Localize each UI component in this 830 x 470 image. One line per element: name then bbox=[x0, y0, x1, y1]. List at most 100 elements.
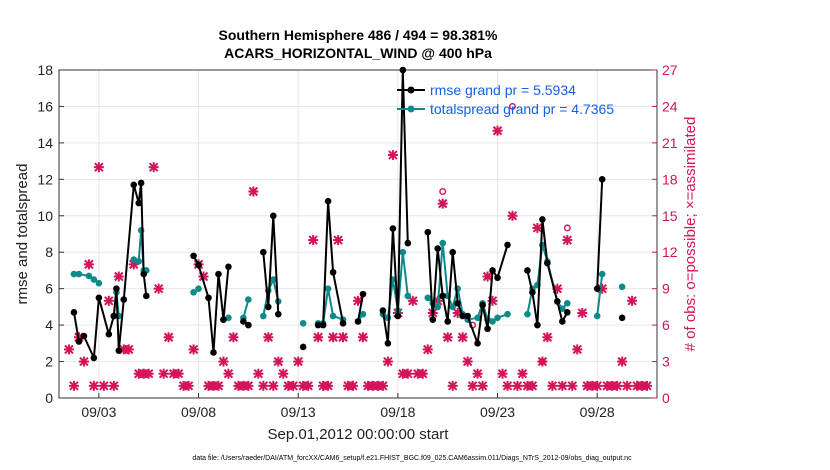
left-tick-label: 2 bbox=[45, 354, 53, 370]
rmse-point bbox=[245, 321, 252, 329]
rmse-point bbox=[464, 312, 471, 320]
totalspread-point bbox=[299, 319, 307, 327]
left-tick-label: 18 bbox=[37, 62, 53, 78]
rmse-point bbox=[439, 292, 447, 300]
x-axis: 09/03 09/08 09/13 09/18 09/23 09/28 bbox=[81, 393, 615, 420]
totalspread-point bbox=[324, 285, 332, 292]
left-tick-label: 8 bbox=[45, 244, 53, 260]
rmse-point bbox=[225, 263, 232, 271]
obs-assimilated-marker bbox=[143, 368, 154, 379]
rmse-point bbox=[474, 340, 481, 347]
left-axis: 0 2 4 6 8 10 12 14 16 18 bbox=[37, 62, 64, 406]
totalspread-point bbox=[95, 279, 103, 287]
rmse-point bbox=[484, 325, 491, 333]
obs-assimilated-marker bbox=[83, 259, 94, 270]
obs-assimilated-marker bbox=[462, 356, 473, 367]
rmse-series bbox=[70, 66, 626, 362]
obs-assimilated-marker bbox=[328, 332, 339, 343]
rmse-point bbox=[404, 239, 412, 247]
rmse-line bbox=[262, 215, 280, 315]
obs-assimilated-marker bbox=[268, 380, 279, 391]
totalspread-line bbox=[427, 243, 508, 323]
rmse-point bbox=[110, 312, 118, 320]
left-tick-label: 16 bbox=[37, 98, 53, 114]
obs-assimilated-marker bbox=[93, 162, 104, 173]
obs-assimilated-marker bbox=[253, 368, 264, 379]
rmse-point bbox=[195, 261, 202, 269]
obs-assimilated-marker bbox=[532, 222, 543, 233]
obs-assimilated-marker bbox=[313, 332, 324, 343]
obs-assimilated-marker bbox=[213, 380, 224, 391]
obs-assimilated-marker bbox=[512, 380, 523, 391]
rmse-point bbox=[260, 248, 267, 256]
obs-assimilated-marker bbox=[98, 380, 109, 391]
totalspread-point bbox=[618, 283, 626, 291]
left-tick-label: 6 bbox=[45, 281, 53, 297]
obs-assimilated-marker bbox=[148, 162, 159, 173]
rmse-point bbox=[554, 298, 561, 305]
rmse-point bbox=[524, 267, 531, 274]
totalspread-point bbox=[75, 270, 83, 278]
x-tick-label: 09/18 bbox=[380, 404, 415, 420]
obs-assimilated-marker bbox=[567, 380, 578, 391]
obs-assimilated-marker bbox=[173, 368, 184, 379]
rmse-point bbox=[120, 296, 128, 303]
totalspread-point bbox=[70, 270, 78, 278]
totalspread-point bbox=[90, 276, 98, 283]
obs-assimilated-marker bbox=[527, 380, 538, 391]
obs-assimilated-marker bbox=[188, 344, 199, 355]
totalspread-point bbox=[359, 310, 367, 318]
right-tick-label: 27 bbox=[662, 62, 678, 78]
x-tick-label: 09/08 bbox=[181, 404, 216, 420]
legend-rmse-marker bbox=[407, 86, 415, 94]
rmse-point bbox=[314, 321, 322, 329]
rmse-point bbox=[598, 176, 606, 183]
obs-assimilated-marker bbox=[103, 295, 114, 306]
totalspread-point bbox=[449, 303, 456, 311]
rmse-point bbox=[359, 290, 367, 298]
totalspread-point bbox=[135, 258, 143, 265]
rmse-point bbox=[429, 316, 437, 323]
right-tick-label: 0 bbox=[662, 390, 670, 406]
obs-possible-marker bbox=[439, 187, 447, 195]
rmse-point bbox=[379, 307, 387, 314]
obs-assimilated-marker bbox=[577, 307, 588, 318]
totalspread-point bbox=[564, 299, 571, 307]
obs-assimilated-marker bbox=[547, 380, 558, 391]
obs-assimilated-marker bbox=[303, 380, 314, 391]
left-tick-label: 10 bbox=[37, 208, 53, 224]
rmse-point bbox=[424, 228, 432, 236]
rmse-line bbox=[357, 293, 364, 322]
totalspread-point bbox=[489, 318, 496, 325]
obs-assimilated-marker bbox=[622, 380, 633, 391]
rmse-point bbox=[479, 301, 486, 309]
rmse-point bbox=[274, 310, 282, 318]
rmse-point bbox=[389, 225, 397, 232]
obs-assimilated-marker bbox=[108, 380, 119, 391]
right-tick-label: 18 bbox=[662, 171, 678, 187]
y-axis-label-left: rmse and totalspread bbox=[14, 164, 31, 305]
totalspread-point bbox=[269, 276, 277, 283]
rmse-point bbox=[269, 212, 277, 220]
rmse-point bbox=[324, 197, 332, 205]
right-axis: 0 3 6 9 12 15 18 21 24 27 bbox=[652, 62, 678, 406]
obs-assimilated-marker bbox=[323, 380, 334, 391]
rmse-point bbox=[130, 181, 138, 189]
chart-title-line1: Southern Hemisphere 486 / 494 = 98.381% bbox=[219, 27, 499, 43]
obs-assimilated-marker bbox=[357, 332, 368, 343]
rmse-point bbox=[105, 330, 113, 338]
obs-assimilated-marker bbox=[492, 125, 503, 136]
obs-possible-marker bbox=[563, 224, 571, 232]
obs-assimilated-marker bbox=[402, 368, 413, 379]
totalspread-point bbox=[559, 305, 566, 313]
rmse-line bbox=[526, 219, 569, 326]
footnote: data file: /Users/raeder/DAI/ATM_forcXX/… bbox=[192, 455, 632, 462]
obs-assimilated-marker bbox=[422, 344, 433, 355]
obs-assimilated-marker bbox=[258, 380, 269, 391]
totalspread-point bbox=[225, 314, 232, 322]
totalspread-point bbox=[439, 239, 447, 247]
totalspread-point bbox=[190, 289, 197, 296]
right-tick-label: 6 bbox=[662, 317, 670, 333]
obs-assimilated-marker bbox=[278, 368, 289, 379]
totalspread-point bbox=[434, 303, 442, 311]
